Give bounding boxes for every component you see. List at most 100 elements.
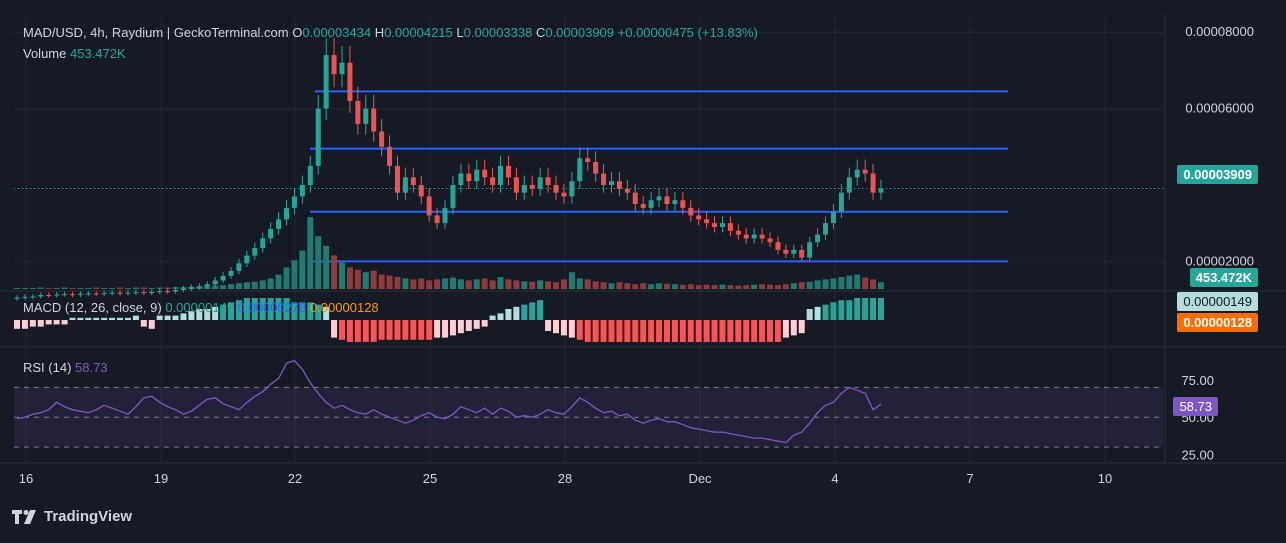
candle-body [577, 158, 583, 182]
volume-bar [608, 283, 615, 289]
macd-histogram-bar [426, 320, 433, 340]
volume-bar [481, 278, 488, 289]
macd-histogram-bar [117, 317, 124, 320]
volume-bar [220, 285, 227, 289]
macd-histogram-bar [228, 302, 235, 320]
candle-body [490, 177, 496, 185]
volume-label[interactable]: Volume [23, 46, 67, 61]
macd-histogram-bar [220, 304, 227, 320]
candle-body [727, 223, 733, 231]
open-value: 0.00003434 [302, 25, 372, 40]
x-tick-label: 16 [19, 471, 33, 486]
macd-label[interactable]: MACD (12, 26, close, 9) [23, 300, 162, 315]
candle-body [54, 294, 60, 296]
candle-body [339, 62, 345, 75]
volume-bar [870, 279, 877, 289]
candle-body [38, 294, 44, 297]
y-tick-label: 0.00008000 [1185, 24, 1254, 39]
candle-body [387, 146, 393, 166]
low-value: 0.00003338 [463, 25, 533, 40]
volume-bar [703, 284, 710, 289]
volume-bar [402, 278, 409, 289]
candle-body [252, 247, 258, 256]
macd-value-2: 0.00000278 [237, 300, 307, 315]
volume-tag: 453.472K [1189, 268, 1258, 287]
candle-body [450, 184, 456, 208]
candle-body [704, 219, 710, 224]
macd-histogram-bar [568, 320, 575, 338]
macd-histogram-bar [101, 317, 108, 320]
macd-histogram-bar [259, 298, 266, 320]
volume-bar [124, 288, 131, 289]
candle-body [260, 238, 266, 248]
candle-body [838, 192, 844, 212]
macd-line-tag: 0.00000149 [1177, 292, 1258, 311]
macd-histogram-bar [21, 320, 28, 329]
volume-bar [560, 279, 567, 289]
macd-histogram-bar [743, 320, 750, 342]
macd-histogram-bar [267, 298, 274, 320]
macd-histogram-bar [481, 320, 488, 327]
volume-bar [426, 280, 433, 289]
macd-histogram-bar [156, 315, 163, 320]
macd-histogram-bar [204, 309, 211, 320]
volume-bar [759, 284, 766, 289]
volume-bar [790, 283, 797, 289]
x-tick-label: 10 [1098, 471, 1112, 486]
macd-histogram-bar [774, 320, 781, 342]
candle-body [299, 184, 305, 197]
candle-body [823, 223, 829, 235]
volume-bar [338, 262, 345, 289]
candle-body [109, 292, 115, 294]
candle-body [22, 296, 28, 298]
macd-histogram-bar [132, 315, 139, 320]
macd-histogram-bar [473, 320, 480, 329]
volume-bar [679, 284, 686, 289]
volume-bar [362, 272, 369, 289]
candle-body [236, 263, 242, 271]
candle-body [593, 162, 599, 174]
volume-bar [323, 245, 330, 289]
volume-bar [806, 281, 813, 289]
candle-body [46, 294, 52, 296]
candle-body [846, 177, 852, 193]
macd-histogram-bar [434, 320, 441, 338]
macd-histogram-bar [124, 317, 131, 320]
volume-bar [267, 278, 274, 289]
volume-bar [743, 285, 750, 289]
candle-body [505, 165, 511, 178]
candle-body [482, 169, 488, 178]
candle-body [664, 196, 670, 205]
candle-body [173, 290, 179, 292]
rsi-label[interactable]: RSI (14) [23, 360, 72, 375]
volume-bar [735, 285, 742, 289]
macd-histogram-bar [854, 298, 861, 320]
macd-histogram-bar [140, 320, 147, 327]
brand-name: TradingView [44, 508, 133, 525]
macd-histogram-bar [378, 320, 385, 340]
macd-histogram-bar [315, 304, 322, 320]
volume-bar [576, 278, 583, 289]
candle-body [458, 173, 464, 185]
candle-body [870, 173, 876, 193]
candle-body [656, 196, 662, 201]
macd-histogram-bar [362, 320, 369, 342]
macd-histogram-bar [402, 320, 409, 340]
candle-body [394, 165, 400, 193]
volume-bar [85, 288, 92, 289]
volume-bar [410, 279, 417, 289]
volume-bar [156, 287, 163, 289]
volume-bar [386, 275, 393, 289]
volume-bar [315, 236, 322, 289]
macd-histogram-bar [172, 315, 179, 320]
macd-histogram-bar [354, 320, 361, 342]
candle-body [608, 181, 614, 185]
volume-bar [235, 283, 242, 289]
candle-body [767, 238, 773, 243]
candle-body [688, 207, 694, 216]
macd-histogram-bar [299, 302, 306, 320]
symbol-title[interactable]: MAD/USD, 4h, Raydium | GeckoTerminal.com [23, 25, 289, 40]
tradingview-brand[interactable]: TradingView [12, 508, 132, 525]
candle-body [553, 184, 559, 193]
